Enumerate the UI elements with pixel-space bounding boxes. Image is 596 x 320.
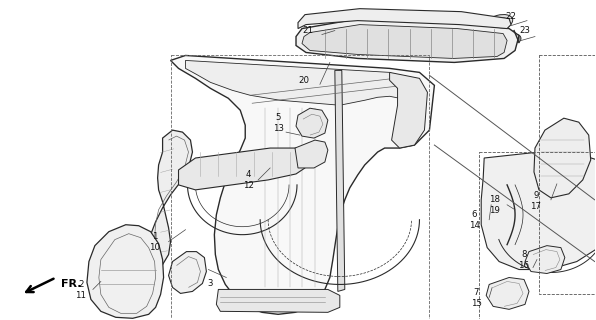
Text: 14: 14	[468, 221, 480, 230]
Polygon shape	[298, 9, 511, 28]
Polygon shape	[525, 246, 565, 274]
Polygon shape	[169, 252, 206, 293]
Text: 13: 13	[272, 124, 284, 132]
Ellipse shape	[486, 14, 513, 31]
Bar	[170, 55, 430, 319]
Polygon shape	[216, 289, 340, 312]
Polygon shape	[481, 152, 596, 269]
Text: 10: 10	[149, 243, 160, 252]
Text: 23: 23	[520, 26, 530, 35]
Text: 19: 19	[489, 206, 499, 215]
Polygon shape	[390, 72, 427, 148]
Polygon shape	[296, 19, 519, 62]
Polygon shape	[170, 55, 434, 314]
Bar	[479, 152, 596, 320]
Text: 21: 21	[302, 26, 313, 35]
Text: 15: 15	[471, 299, 482, 308]
Text: 11: 11	[76, 291, 86, 300]
Polygon shape	[335, 70, 345, 292]
Text: 12: 12	[243, 181, 254, 190]
Text: 4: 4	[246, 171, 251, 180]
Polygon shape	[295, 140, 328, 168]
Text: 2: 2	[78, 280, 83, 289]
Polygon shape	[148, 130, 193, 268]
Polygon shape	[87, 225, 163, 318]
Text: 16: 16	[519, 261, 529, 270]
Text: 9: 9	[533, 191, 539, 200]
Text: FR.: FR.	[61, 279, 82, 290]
Ellipse shape	[491, 18, 508, 28]
Circle shape	[513, 35, 521, 43]
Text: 3: 3	[207, 279, 213, 288]
Text: 1: 1	[152, 232, 157, 241]
Polygon shape	[296, 108, 328, 138]
Polygon shape	[302, 25, 507, 59]
Text: 18: 18	[489, 195, 499, 204]
Text: 8: 8	[522, 250, 527, 259]
Text: 17: 17	[530, 202, 541, 211]
Bar	[539, 55, 595, 294]
Polygon shape	[534, 118, 591, 198]
Text: 22: 22	[505, 12, 517, 21]
Text: 20: 20	[299, 76, 309, 85]
Text: 5: 5	[275, 113, 281, 122]
Polygon shape	[486, 277, 529, 309]
Polygon shape	[179, 148, 305, 190]
Text: 7: 7	[473, 288, 479, 297]
Polygon shape	[185, 60, 417, 105]
Text: 6: 6	[471, 210, 477, 219]
